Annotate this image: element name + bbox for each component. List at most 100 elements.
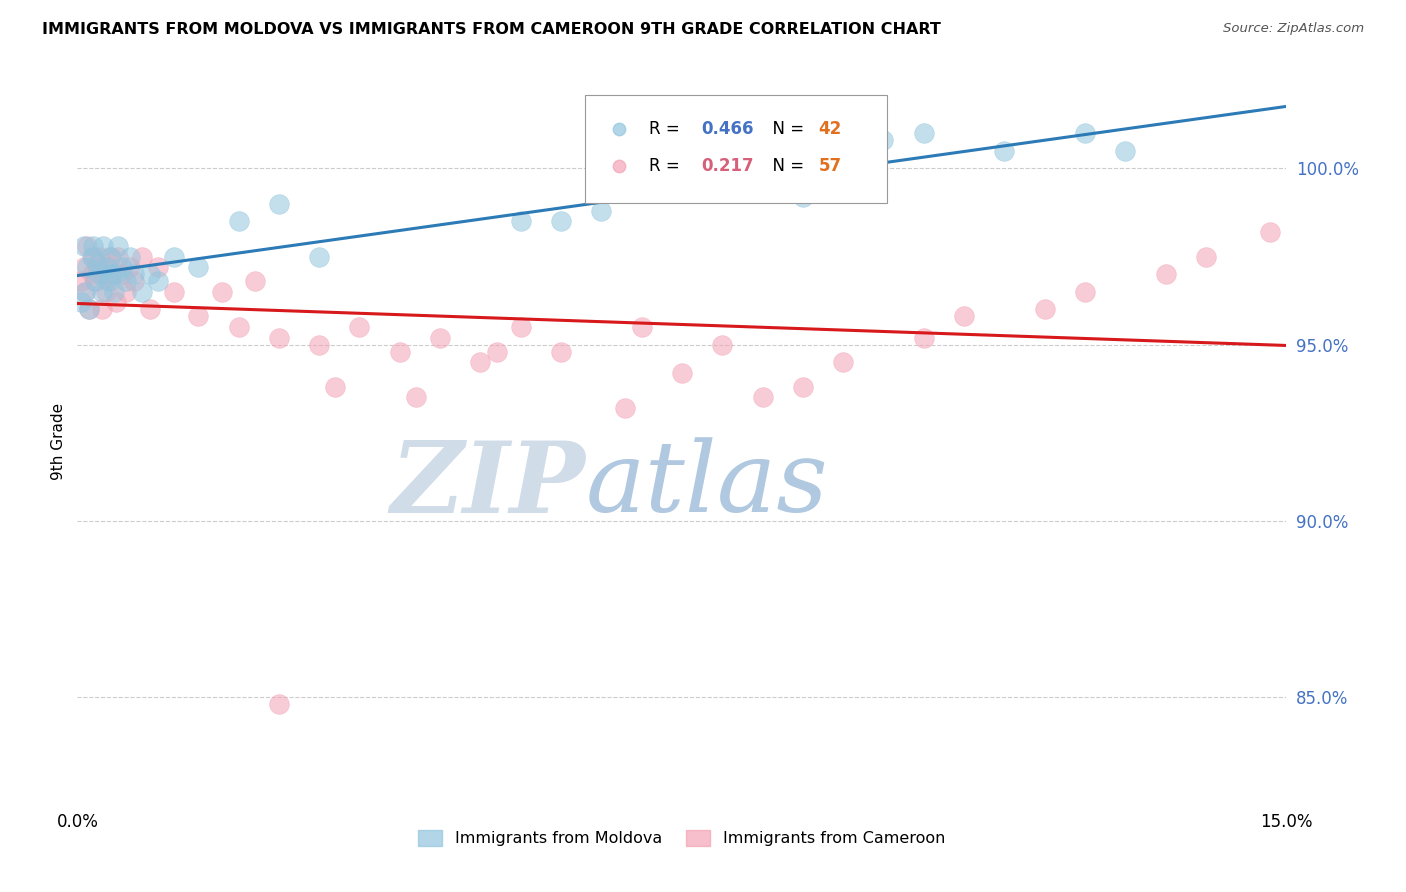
Point xyxy=(267,697,290,711)
Point xyxy=(470,355,492,369)
Text: ZIP: ZIP xyxy=(391,437,585,533)
Point xyxy=(550,214,572,228)
Point xyxy=(103,285,125,299)
Point xyxy=(187,260,209,274)
Point xyxy=(139,267,162,281)
Text: N =: N = xyxy=(762,156,808,175)
Point xyxy=(94,285,117,299)
Point xyxy=(111,267,134,281)
Text: Source: ZipAtlas.com: Source: ZipAtlas.com xyxy=(1223,22,1364,36)
Point xyxy=(267,196,290,211)
Point xyxy=(1154,267,1177,281)
Point xyxy=(953,310,976,324)
Point xyxy=(75,285,97,299)
Point xyxy=(388,344,411,359)
Point xyxy=(97,274,120,288)
Point xyxy=(912,330,935,344)
Point xyxy=(70,295,93,310)
Point xyxy=(146,260,169,274)
Text: N =: N = xyxy=(762,120,808,138)
Point xyxy=(76,260,98,274)
Point xyxy=(243,274,266,288)
Point xyxy=(89,250,111,264)
Point xyxy=(228,214,250,228)
Point xyxy=(73,239,96,253)
Point xyxy=(98,250,121,264)
Point xyxy=(163,285,186,299)
Text: 0.217: 0.217 xyxy=(702,156,754,175)
Y-axis label: 9th Grade: 9th Grade xyxy=(51,403,66,480)
Point xyxy=(80,250,103,264)
Point xyxy=(630,320,652,334)
Point xyxy=(614,401,637,415)
Point xyxy=(550,344,572,359)
Point xyxy=(131,250,153,264)
Point xyxy=(75,285,97,299)
Point xyxy=(84,274,107,288)
Point xyxy=(832,355,855,369)
Point xyxy=(84,274,107,288)
Point xyxy=(89,267,111,281)
Point xyxy=(139,302,162,317)
Point xyxy=(131,285,153,299)
Point xyxy=(118,250,141,264)
Point xyxy=(751,391,773,405)
Point xyxy=(111,260,134,274)
Point xyxy=(73,260,96,274)
Point xyxy=(228,320,250,334)
Point xyxy=(267,330,290,344)
Text: 57: 57 xyxy=(818,156,842,175)
Point xyxy=(91,267,114,281)
Point xyxy=(1114,144,1136,158)
Point xyxy=(211,285,233,299)
Point xyxy=(70,274,93,288)
Point xyxy=(308,250,330,264)
Point xyxy=(671,366,693,380)
Point xyxy=(107,239,129,253)
Text: atlas: atlas xyxy=(585,437,828,533)
Point xyxy=(711,337,734,351)
Point xyxy=(1195,250,1218,264)
Point xyxy=(872,133,894,147)
Point xyxy=(1074,285,1097,299)
Point xyxy=(429,330,451,344)
Text: R =: R = xyxy=(650,120,685,138)
Point xyxy=(90,302,112,317)
Legend: Immigrants from Moldova, Immigrants from Cameroon: Immigrants from Moldova, Immigrants from… xyxy=(412,823,952,853)
Point xyxy=(105,267,128,281)
Point xyxy=(94,260,117,274)
Point xyxy=(1074,126,1097,140)
Point xyxy=(122,267,145,281)
Point xyxy=(349,320,371,334)
Point xyxy=(90,285,112,299)
Point xyxy=(792,380,814,394)
Point xyxy=(323,380,346,394)
Point xyxy=(509,214,531,228)
Point xyxy=(146,274,169,288)
Point xyxy=(97,260,120,274)
Point xyxy=(1033,302,1056,317)
Point xyxy=(98,274,121,288)
Text: R =: R = xyxy=(650,156,690,175)
Point xyxy=(80,267,103,281)
Point xyxy=(993,144,1015,158)
Text: 42: 42 xyxy=(818,120,842,138)
Point xyxy=(103,267,125,281)
Point xyxy=(86,256,108,270)
Point xyxy=(1260,225,1282,239)
Point xyxy=(591,203,613,218)
Point xyxy=(187,310,209,324)
Point xyxy=(76,239,98,253)
Point xyxy=(114,274,136,288)
Text: IMMIGRANTS FROM MOLDOVA VS IMMIGRANTS FROM CAMEROON 9TH GRADE CORRELATION CHART: IMMIGRANTS FROM MOLDOVA VS IMMIGRANTS FR… xyxy=(42,22,941,37)
Point xyxy=(122,274,145,288)
Point xyxy=(308,337,330,351)
Point xyxy=(630,179,652,194)
Point xyxy=(82,250,104,264)
Point xyxy=(405,391,427,405)
Point xyxy=(107,250,129,264)
Point xyxy=(912,126,935,140)
Point xyxy=(832,154,855,169)
Point xyxy=(79,302,101,317)
Point xyxy=(485,344,508,359)
